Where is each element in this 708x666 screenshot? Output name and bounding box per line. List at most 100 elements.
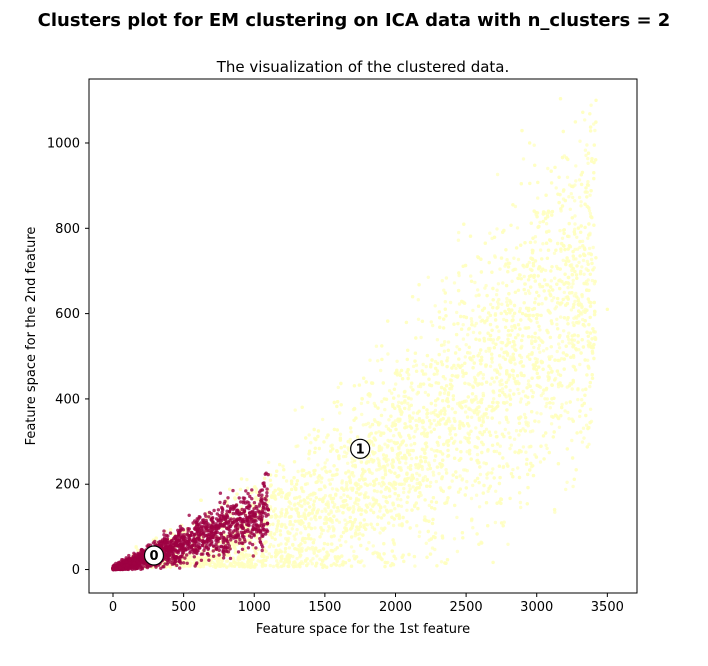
cluster-1-point	[338, 438, 343, 442]
cluster-1-point	[564, 353, 568, 357]
cluster-1-point	[296, 469, 300, 474]
cluster-1-point	[335, 472, 339, 476]
cluster-1-point	[576, 226, 581, 230]
cluster-1-point	[360, 412, 364, 417]
cluster-1-point	[272, 532, 277, 536]
cluster-1-point	[513, 362, 517, 366]
cluster-1-point	[346, 446, 350, 450]
cluster-1-point	[444, 314, 448, 318]
cluster-1-point	[418, 382, 423, 386]
cluster-1-point	[340, 479, 344, 483]
cluster-1-point	[503, 401, 507, 405]
cluster-1-point	[500, 341, 505, 345]
cluster-1-point	[486, 448, 490, 452]
cluster-1-point	[570, 387, 574, 391]
cluster-1-point	[309, 492, 313, 497]
cluster-1-point	[399, 482, 404, 486]
cluster-1-point	[579, 200, 583, 204]
cluster-1-point	[406, 348, 410, 352]
cluster-1-point	[468, 448, 472, 453]
cluster-1-point	[550, 370, 554, 374]
cluster-1-point	[421, 362, 425, 367]
cluster-1-point	[345, 488, 350, 492]
cluster-1-point	[345, 503, 349, 507]
cluster-1-point	[505, 296, 509, 301]
cluster-1-point	[427, 519, 431, 523]
cluster-1-point	[378, 531, 382, 535]
cluster-1-point	[413, 429, 417, 434]
cluster-1-point	[574, 164, 578, 168]
cluster-1-point	[526, 379, 531, 383]
cluster-1-point	[567, 341, 571, 345]
cluster-1-point	[475, 532, 479, 536]
cluster-1-point	[379, 484, 384, 488]
cluster-1-point	[367, 468, 371, 472]
cluster-1-point	[282, 563, 286, 568]
cluster-1-point	[387, 481, 392, 486]
cluster-1-point	[380, 399, 384, 404]
cluster-1-point	[497, 336, 501, 340]
cluster-1-point	[541, 242, 545, 246]
cluster-1-point	[510, 328, 514, 332]
cluster-1-point	[435, 369, 440, 373]
cluster-1-point	[421, 425, 425, 429]
cluster-1-point	[561, 129, 565, 134]
cluster-1-point	[417, 473, 422, 477]
cluster-1-point	[555, 282, 559, 286]
cluster-1-point	[324, 515, 328, 520]
cluster-1-point	[452, 456, 457, 460]
cluster-1-point	[540, 284, 545, 289]
cluster-1-point	[509, 360, 513, 365]
cluster-1-point	[565, 447, 569, 451]
cluster-1-point	[454, 470, 458, 474]
cluster-1-point	[577, 260, 581, 265]
cluster-1-point	[568, 263, 572, 268]
cluster-1-point	[592, 122, 596, 126]
cluster-1-point	[451, 397, 455, 402]
cluster-1-point	[440, 536, 445, 540]
cluster-1-point	[281, 464, 285, 468]
cluster-1-point	[360, 397, 364, 401]
cluster-1-point	[587, 322, 591, 327]
cluster-1-point	[581, 322, 585, 327]
cluster-1-point	[357, 478, 362, 482]
cluster-1-point	[558, 333, 562, 338]
cluster-1-point	[309, 517, 313, 521]
cluster-1-point	[389, 414, 393, 418]
cluster-1-point	[588, 112, 592, 116]
cluster-1-point	[565, 175, 570, 179]
cluster-1-point	[567, 221, 571, 226]
cluster-1-point	[481, 373, 486, 377]
cluster-1-point	[414, 418, 418, 423]
cluster-1-point	[301, 561, 305, 566]
cluster-1-point	[415, 427, 419, 431]
cluster-1-point	[426, 393, 430, 397]
cluster-1-point	[437, 310, 441, 314]
cluster-1-point	[427, 503, 431, 508]
cluster-1-point	[508, 333, 512, 337]
cluster-1-point	[437, 352, 441, 357]
cluster-1-point	[315, 509, 320, 514]
cluster-1-point	[417, 409, 421, 413]
cluster-1-point	[499, 347, 504, 351]
cluster-1-point	[480, 450, 484, 455]
cluster-1-point	[583, 247, 587, 252]
cluster-1-point	[393, 419, 397, 423]
cluster-1-point	[254, 487, 258, 491]
cluster-1-point	[453, 419, 457, 423]
cluster-1-point	[455, 515, 459, 520]
cluster-1-point	[566, 316, 570, 320]
cluster-1-point	[361, 423, 365, 427]
cluster-1-point	[456, 288, 461, 293]
cluster-1-point	[302, 468, 306, 473]
cluster-1-point	[545, 347, 549, 351]
cluster-1-point	[523, 429, 527, 433]
cluster-1-point	[575, 295, 579, 299]
cluster-1-point	[311, 557, 315, 561]
cluster-1-point	[528, 468, 532, 472]
cluster-1-point	[308, 497, 313, 501]
cluster-1-point	[390, 549, 394, 553]
cluster-1-point	[328, 493, 333, 498]
cluster-1-point	[226, 559, 230, 563]
cluster-1-point	[267, 545, 272, 549]
